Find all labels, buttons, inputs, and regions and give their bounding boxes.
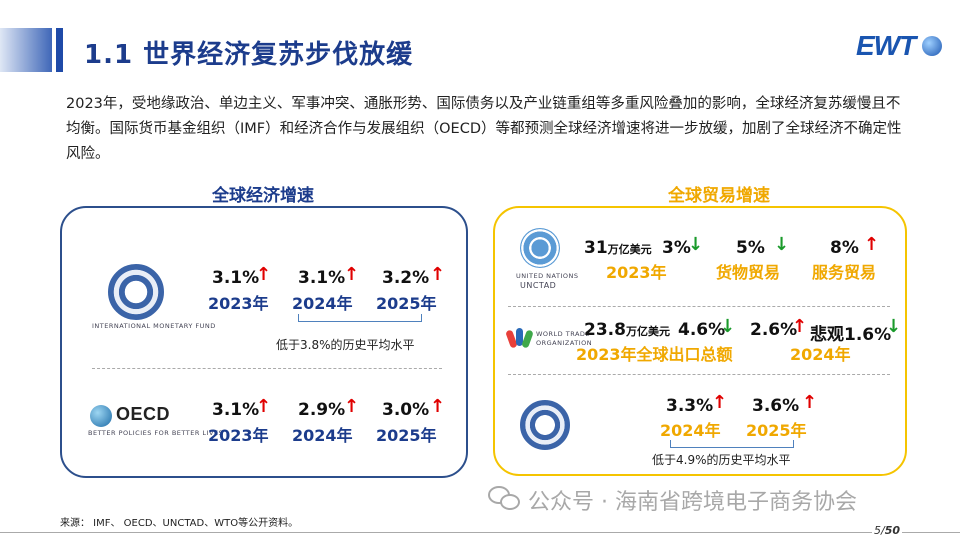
goods-trade-rate: 5% — [736, 238, 765, 258]
wto-logo-icon — [505, 328, 534, 350]
imf-seal-icon — [520, 400, 570, 450]
up-arrow-icon: ↑ — [864, 234, 880, 255]
unctad-rate: 3% — [662, 238, 691, 258]
un-emblem-icon — [520, 228, 560, 268]
imf-trade-2025-year: 2025年 — [746, 421, 807, 440]
wto-amount: 23.8万亿美元 — [584, 320, 670, 340]
bracket — [298, 314, 422, 322]
imf-trade-note: 低于4.9%的历史平均水平 — [652, 453, 791, 467]
title-decoration — [0, 28, 70, 72]
oecd-2024-value: 2.9% — [298, 400, 346, 420]
right-divider — [508, 306, 890, 307]
oecd-2025-year: 2025年 — [376, 426, 437, 445]
logo-text: EWT — [856, 30, 916, 61]
up-arrow-icon: ↑ — [430, 264, 446, 285]
unctad-amount: 31万亿美元 — [584, 238, 652, 258]
up-arrow-icon: ↑ — [344, 264, 360, 285]
imf-2025-value: 3.2% — [382, 268, 430, 288]
page-number: 5/50 — [872, 524, 903, 537]
goods-trade-label: 货物贸易 — [716, 263, 781, 282]
left-section-title: 全球经济增速 — [212, 186, 314, 206]
right-section-title: 全球贸易增速 — [668, 186, 770, 206]
up-arrow-icon: ↑ — [344, 396, 360, 417]
unctad-caption-2: UNCTAD — [520, 281, 557, 290]
imf-2023-year: 2023年 — [208, 294, 269, 313]
up-arrow-icon: ↑ — [802, 392, 818, 413]
imf-note: 低于3.8%的历史平均水平 — [276, 338, 415, 352]
down-arrow-icon: ↓ — [774, 234, 790, 255]
up-arrow-icon: ↑ — [256, 264, 272, 285]
right-divider — [508, 374, 890, 375]
footer-line — [0, 532, 960, 533]
oecd-2023-value: 3.1% — [212, 400, 260, 420]
global-economy-panel — [60, 206, 468, 478]
global-trade-panel — [493, 206, 907, 476]
imf-2024-year: 2024年 — [292, 294, 353, 313]
wechat-icon — [488, 486, 522, 512]
globe-icon — [922, 36, 942, 56]
imf-seal-icon — [108, 264, 164, 320]
wto-export-rate: 4.6% — [678, 320, 726, 340]
up-arrow-icon: ↑ — [256, 396, 272, 417]
oecd-name: OECD — [116, 404, 171, 424]
wto-year: 2024年 — [790, 345, 851, 364]
down-arrow-icon: ↓ — [720, 316, 736, 337]
imf-caption: INTERNATIONAL MONETARY FUND — [92, 322, 216, 330]
imf-trade-2024-rate: 3.3% — [666, 396, 714, 416]
imf-trade-2025-rate: 3.6% — [752, 396, 800, 416]
service-trade-rate: 8% — [830, 238, 859, 258]
up-arrow-icon: ↑ — [430, 396, 446, 417]
down-arrow-icon: ↓ — [688, 234, 704, 255]
bracket — [670, 440, 794, 448]
wto-pessimistic: 悲观1.6% — [810, 325, 892, 345]
imf-2025-year: 2025年 — [376, 294, 437, 313]
wto-export-label: 2023年全球出口总额 — [576, 345, 733, 364]
wto-caption-1: WORLD TRADE — [536, 330, 591, 338]
wto-2024-rate: 2.6% — [750, 320, 798, 340]
left-divider — [92, 368, 442, 369]
imf-2024-value: 3.1% — [298, 268, 346, 288]
unctad-year: 2023年 — [606, 263, 667, 282]
unctad-caption-1: UNITED NATIONS — [516, 272, 579, 280]
imf-trade-2024-year: 2024年 — [660, 421, 721, 440]
oecd-icon — [90, 405, 112, 427]
source-note: 来源： IMF、 OECD、UNCTAD、WTO等公开资料。 — [60, 518, 299, 529]
ewt-logo: EWT — [856, 30, 944, 64]
up-arrow-icon: ↑ — [792, 316, 808, 337]
imf-2023-value: 3.1% — [212, 268, 260, 288]
page-title: 1.1 世界经济复苏步伐放缓 — [84, 40, 414, 70]
up-arrow-icon: ↑ — [712, 392, 728, 413]
down-arrow-icon: ↓ — [886, 316, 902, 337]
intro-paragraph: 2023年，受地缘政治、单边主义、军事冲突、通胀形势、国际债务以及产业链重组等多… — [66, 96, 902, 162]
service-trade-label: 服务贸易 — [812, 263, 877, 282]
watermark: 公众号 · 海南省跨境电子商务协会 — [528, 490, 857, 515]
wto-caption-2: ORGANIZATION — [536, 339, 593, 347]
oecd-2025-value: 3.0% — [382, 400, 430, 420]
oecd-2024-year: 2024年 — [292, 426, 353, 445]
oecd-2023-year: 2023年 — [208, 426, 269, 445]
oecd-caption: BETTER POLICIES FOR BETTER LIVES — [88, 429, 224, 437]
